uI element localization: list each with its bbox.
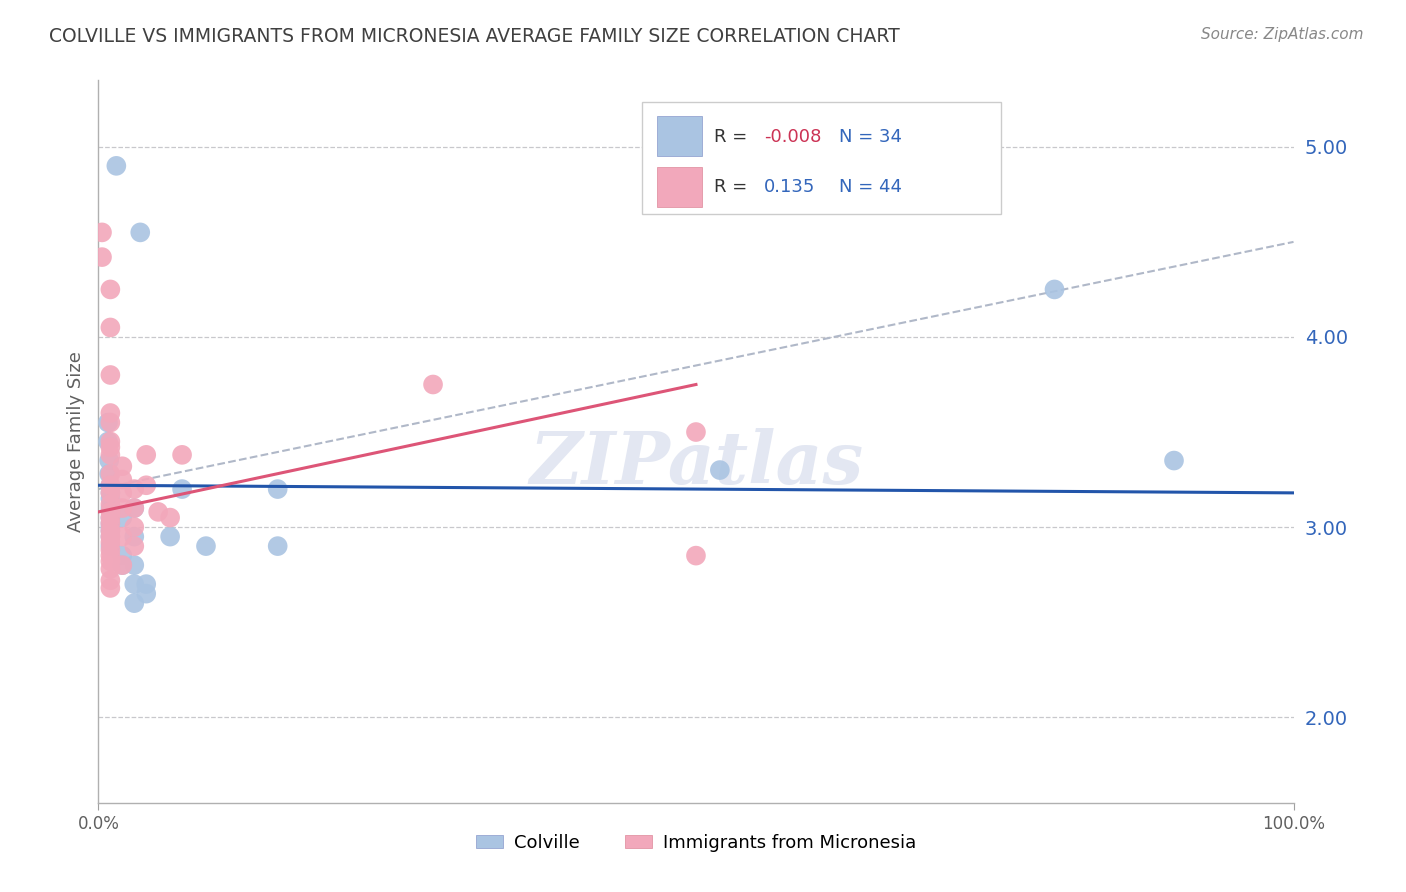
Point — [267, 539, 290, 553]
Point — [98, 416, 122, 430]
Point — [98, 539, 122, 553]
Point — [129, 226, 152, 240]
Point — [111, 558, 134, 573]
Point — [98, 535, 122, 549]
Point — [98, 486, 122, 500]
FancyBboxPatch shape — [657, 116, 702, 156]
Text: R =: R = — [714, 178, 752, 196]
Point — [124, 558, 146, 573]
Point — [267, 482, 290, 496]
Point — [111, 501, 134, 516]
Point — [685, 425, 707, 439]
Text: -0.008: -0.008 — [763, 128, 821, 145]
Text: R =: R = — [714, 128, 752, 145]
Point — [124, 501, 146, 516]
Point — [98, 554, 122, 568]
Point — [98, 562, 122, 576]
Text: N = 44: N = 44 — [839, 178, 903, 196]
Point — [91, 226, 114, 240]
Point — [135, 478, 157, 492]
Point — [135, 577, 157, 591]
Point — [124, 596, 146, 610]
Point — [111, 473, 134, 487]
Point — [97, 434, 120, 449]
Point — [98, 448, 122, 462]
Point — [98, 542, 122, 557]
Point — [111, 459, 134, 474]
Point — [172, 448, 194, 462]
Point — [98, 501, 122, 516]
Text: 0.135: 0.135 — [763, 178, 815, 196]
Text: COLVILLE VS IMMIGRANTS FROM MICRONESIA AVERAGE FAMILY SIZE CORRELATION CHART: COLVILLE VS IMMIGRANTS FROM MICRONESIA A… — [49, 27, 900, 45]
Point — [1043, 282, 1066, 296]
Point — [98, 581, 122, 595]
Point — [124, 539, 146, 553]
Point — [685, 549, 707, 563]
Point — [98, 516, 122, 531]
Point — [111, 510, 134, 524]
Text: Source: ZipAtlas.com: Source: ZipAtlas.com — [1201, 27, 1364, 42]
Point — [98, 491, 122, 506]
Point — [135, 448, 157, 462]
Point — [98, 478, 122, 492]
Point — [98, 467, 121, 481]
Point — [1163, 453, 1185, 467]
Point — [98, 453, 121, 467]
Point — [135, 587, 157, 601]
Point — [98, 574, 122, 588]
Point — [98, 530, 122, 544]
Point — [111, 549, 134, 563]
Legend: Colville, Immigrants from Micronesia: Colville, Immigrants from Micronesia — [468, 826, 924, 859]
Point — [105, 159, 128, 173]
Point — [98, 440, 122, 454]
Point — [111, 486, 134, 500]
Point — [148, 505, 170, 519]
Point — [98, 406, 122, 420]
Point — [98, 510, 122, 524]
Point — [98, 530, 122, 544]
Point — [195, 539, 218, 553]
Point — [422, 377, 444, 392]
Point — [98, 478, 122, 492]
Point — [98, 520, 122, 534]
Point — [98, 505, 122, 519]
Point — [98, 486, 122, 500]
Point — [98, 368, 122, 382]
Point — [98, 524, 122, 538]
Point — [159, 510, 181, 524]
Point — [98, 510, 122, 524]
FancyBboxPatch shape — [657, 167, 702, 207]
Point — [98, 516, 122, 531]
FancyBboxPatch shape — [643, 102, 1001, 214]
Point — [98, 282, 122, 296]
Point — [97, 416, 120, 430]
Point — [98, 497, 122, 511]
Point — [124, 482, 146, 496]
Point — [98, 434, 122, 449]
Point — [124, 520, 146, 534]
Point — [124, 501, 146, 516]
Point — [111, 530, 134, 544]
Point — [172, 482, 194, 496]
Text: ZIPatlas: ZIPatlas — [529, 428, 863, 499]
Point — [159, 530, 181, 544]
Point — [124, 530, 146, 544]
Point — [98, 524, 122, 538]
Point — [709, 463, 731, 477]
Point — [98, 549, 122, 563]
Text: N = 34: N = 34 — [839, 128, 903, 145]
Point — [124, 577, 146, 591]
Point — [111, 558, 134, 573]
Point — [91, 250, 114, 264]
Point — [98, 467, 122, 481]
Y-axis label: Average Family Size: Average Family Size — [66, 351, 84, 532]
Point — [98, 320, 122, 334]
